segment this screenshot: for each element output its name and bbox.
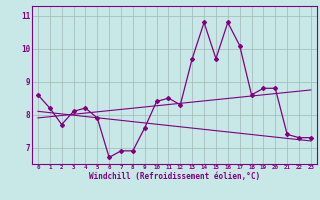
X-axis label: Windchill (Refroidissement éolien,°C): Windchill (Refroidissement éolien,°C) [89, 172, 260, 181]
